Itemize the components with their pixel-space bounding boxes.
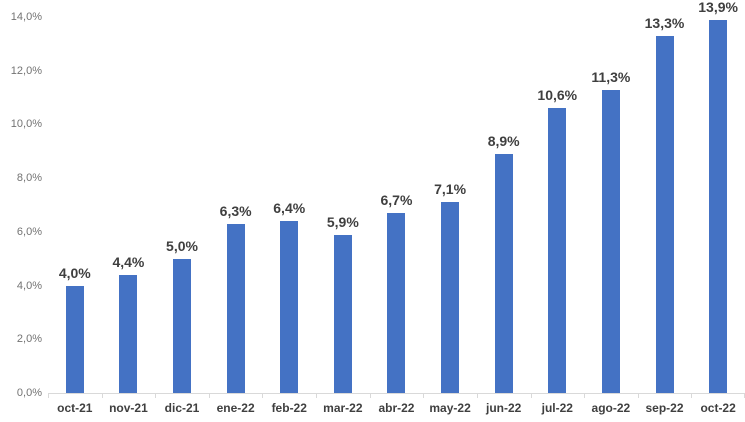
bar-value-label: 6,4% [273,200,306,217]
bar [709,19,728,393]
bar-group: 10,6% jul-22 [530,17,584,415]
bar-value-label: 5,9% [326,213,359,230]
bar [387,213,406,393]
x-axis-tick [101,394,103,398]
x-axis-tick [155,394,157,398]
bar [441,202,460,393]
bar-group: 4,0% oct-21 [48,17,102,415]
x-axis-tick [208,394,210,398]
bar-group: 8,9% jun-22 [477,17,531,415]
y-tick-label: 6,0% [16,225,42,238]
bars-container: 4,0% oct-21 4,4% nov-21 5,0% dic-21 6,3% ene-22… [48,0,745,415]
x-axis-line [48,393,745,394]
x-axis-label: dic-21 [164,401,200,415]
bar [655,35,674,393]
x-axis-label: oct-22 [700,401,736,415]
bar-value-label: 13,3% [644,14,685,31]
x-axis-label: ene-22 [216,401,255,415]
bar-value-label: 6,3% [219,202,252,219]
bar-group: 5,0% dic-21 [155,17,209,415]
x-axis-label: jun-22 [486,401,522,415]
x-axis-tick [584,394,586,398]
bar [548,108,567,393]
bar-value-label: 7,1% [434,181,467,198]
bar [119,274,138,393]
y-tick-label: 2,0% [16,333,42,346]
bar-value-label: 11,3% [591,68,631,85]
bar-value-label: 10,6% [537,87,578,104]
y-tick-label: 12,0% [10,64,42,77]
x-axis-tick [48,394,49,398]
bar [601,89,620,393]
y-tick-label: 0,0% [16,387,42,399]
x-axis-tick [691,394,693,398]
x-axis-label: oct-21 [57,401,93,415]
bar-value-label: 13,9% [698,0,738,15]
x-axis-label: ago-22 [591,401,631,415]
bar-value-label: 5,0% [166,237,198,254]
bar-value-label: 4,4% [112,253,145,270]
bar [173,258,192,393]
x-axis-label: mar-22 [323,401,363,415]
bar-value-label: 4,0% [58,264,91,281]
y-tick-label: 4,0% [16,279,42,292]
x-axis-label: abr-22 [378,401,415,415]
x-axis-label: jul-22 [541,401,573,415]
x-axis-label: may-22 [429,401,471,415]
bar-group: 13,3% sep-22 [638,14,692,415]
x-axis-tick [262,394,264,398]
x-axis-tick [476,394,478,398]
bar [65,285,84,393]
x-axis-tick [423,394,425,398]
bar [226,223,245,393]
y-tick-label: 10,0% [10,118,42,131]
x-axis-tick [530,394,532,398]
bar-group: 13,9% oct-22 [691,0,745,415]
bar-group: 4,4% nov-21 [102,17,156,415]
bar-value-label: 6,7% [380,192,413,209]
x-axis-tick [316,394,318,398]
x-axis-tick [637,394,639,398]
x-axis-label: feb-22 [271,401,307,415]
y-tick-label: 14,0% [10,11,42,23]
bar-group: 7,1% may-22 [423,17,477,415]
bar-group: 6,3% ene-22 [209,17,263,415]
bar-group: 6,4% feb-22 [262,17,316,415]
x-axis-label: sep-22 [645,401,684,415]
x-axis-tick [369,394,371,398]
y-tick-label: 8,0% [16,172,42,185]
bar-group: 5,9% mar-22 [316,17,370,415]
bar [280,221,299,393]
x-axis-label: nov-21 [109,401,148,415]
y-axis: 0,0% 2,0% 4,0% 6,0% 8,0% 10,0% 12,0% 14,0% [0,11,44,399]
bar-group: 11,3% ago-22 [584,17,638,415]
bar-group: 6,7% abr-22 [370,17,424,415]
plot-area: 4,0% oct-21 4,4% nov-21 5,0% dic-21 6,3% ene-22… [48,0,745,415]
bar [333,234,352,393]
bar-value-label: 8,9% [487,132,520,149]
bar [494,153,513,393]
